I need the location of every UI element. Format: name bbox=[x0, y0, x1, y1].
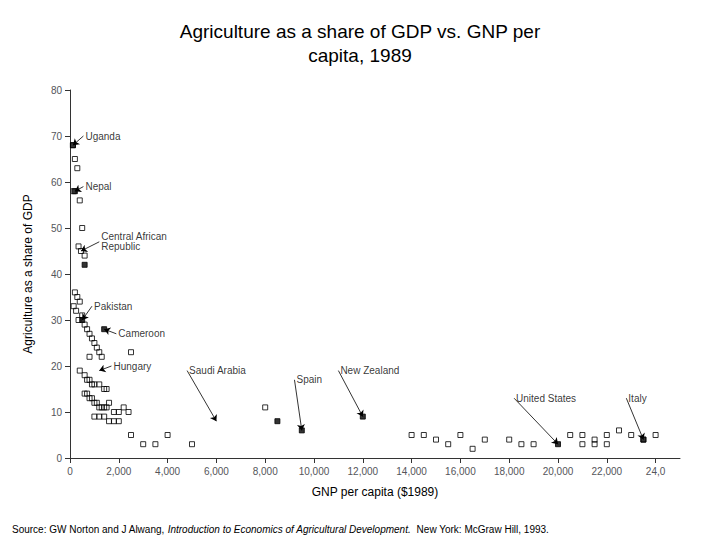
svg-text:6,000: 6,000 bbox=[204, 466, 229, 477]
svg-text:Spain: Spain bbox=[296, 374, 322, 385]
svg-text:16,000: 16,000 bbox=[445, 466, 476, 477]
svg-text:Republic: Republic bbox=[101, 241, 140, 252]
svg-text:18,000: 18,000 bbox=[494, 466, 525, 477]
svg-text:70: 70 bbox=[51, 131, 63, 142]
svg-text:0: 0 bbox=[56, 453, 62, 464]
svg-text:Pakistan: Pakistan bbox=[94, 301, 132, 312]
svg-text:30: 30 bbox=[51, 315, 63, 326]
svg-text:Hungary: Hungary bbox=[113, 361, 151, 372]
svg-text:Central African: Central African bbox=[101, 231, 167, 243]
svg-text:60: 60 bbox=[51, 177, 63, 188]
svg-text:22,000: 22,000 bbox=[592, 466, 623, 477]
svg-text:14,000: 14,000 bbox=[396, 466, 427, 477]
svg-text:Source: GW Norton and J Alwang: Source: GW Norton and J Alwang, bbox=[12, 524, 167, 535]
svg-text:New York: McGraw Hill, 1993.: New York: McGraw Hill, 1993. bbox=[411, 524, 549, 535]
svg-text:50: 50 bbox=[51, 223, 63, 234]
svg-text:10,000: 10,000 bbox=[299, 466, 330, 477]
svg-text:0: 0 bbox=[67, 466, 73, 477]
svg-text:2,000: 2,000 bbox=[106, 466, 131, 477]
svg-text:Nepal: Nepal bbox=[85, 181, 111, 192]
svg-text:12,000: 12,000 bbox=[348, 466, 379, 477]
svg-text:4,000: 4,000 bbox=[155, 466, 180, 477]
svg-text:Introduction to Economics of A: Introduction to Economics of Agricultura… bbox=[168, 524, 411, 535]
svg-text:Saudi Arabia: Saudi Arabia bbox=[189, 365, 246, 376]
svg-text:Italy: Italy bbox=[628, 393, 646, 404]
svg-text:Agriculture as a share of GDP: Agriculture as a share of GDP vs. GNP pe… bbox=[180, 21, 541, 42]
svg-text:80: 80 bbox=[51, 85, 63, 96]
svg-text:Cameroon: Cameroon bbox=[118, 328, 165, 339]
svg-text:20,000: 20,000 bbox=[543, 466, 574, 477]
svg-text:Uganda: Uganda bbox=[85, 131, 120, 142]
svg-text:United States: United States bbox=[516, 393, 576, 404]
svg-text:New Zealand: New Zealand bbox=[340, 365, 399, 376]
svg-text:10: 10 bbox=[51, 407, 63, 418]
svg-text:8,000: 8,000 bbox=[253, 466, 278, 477]
svg-text:20: 20 bbox=[51, 361, 63, 372]
svg-text:24,0: 24,0 bbox=[646, 466, 666, 477]
svg-text:GNP per capita ($1989): GNP per capita ($1989) bbox=[312, 485, 439, 499]
svg-text:capita, 1989: capita, 1989 bbox=[308, 45, 412, 66]
svg-text:Agriculture as a share of GDP: Agriculture as a share of GDP bbox=[21, 194, 35, 353]
svg-text:40: 40 bbox=[51, 269, 63, 280]
